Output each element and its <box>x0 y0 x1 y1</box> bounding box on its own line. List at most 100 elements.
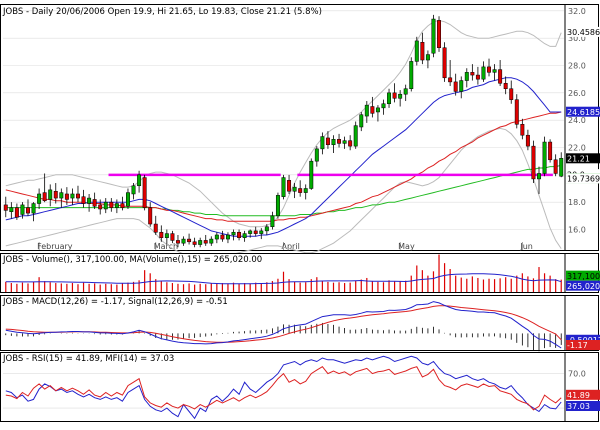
candle-up <box>354 126 357 147</box>
macd-title: JOBS - MACD(12,26) = -1.17, Signal(12,26… <box>2 297 228 307</box>
candle-up <box>226 235 229 239</box>
candle-up <box>332 139 335 144</box>
price-x-tick-label: February <box>37 242 73 251</box>
candle-down <box>348 141 351 146</box>
price-y-tick-label: 28.0 <box>568 62 586 71</box>
candle-down <box>521 124 524 135</box>
candle-up <box>293 187 296 191</box>
macd-right-label: -1.17 <box>567 341 588 350</box>
candle-up <box>165 234 168 238</box>
candle-down <box>510 89 513 100</box>
price-y-tick-label: 24.0 <box>568 116 586 125</box>
candle-down <box>515 100 518 125</box>
candle-up <box>465 72 468 80</box>
candle-down <box>287 180 290 191</box>
candle-up <box>304 189 307 193</box>
candle-up <box>215 235 218 239</box>
volume-title: JOBS - Volume(), 317,100.00, MA(Volume()… <box>2 255 262 265</box>
candle-up <box>32 204 35 214</box>
price-x-tick-label: Jun <box>519 242 533 251</box>
candle-up <box>282 178 285 197</box>
candle-down <box>548 142 551 160</box>
rsi-right-label: 37.03 <box>567 402 590 411</box>
candle-up <box>232 232 235 235</box>
candle-down <box>143 178 146 208</box>
price-panel: 16.018.020.022.024.026.028.030.032.0Febr… <box>1 4 600 260</box>
price-y-tick-label: 22.0 <box>568 144 586 153</box>
rsi-right-label: 41.89 <box>567 391 590 400</box>
candle-up <box>315 149 318 161</box>
price-right-label: 21.21 <box>567 154 590 163</box>
price-x-tick-label: May <box>398 242 415 251</box>
candle-down <box>65 194 68 199</box>
candle-down <box>498 70 501 84</box>
price-right-label: 19.7369 <box>567 175 600 184</box>
candle-down <box>221 235 224 239</box>
candle-up <box>37 194 40 204</box>
rsi-title: JOBS - RSI(15) = 41.89, MFI(14) = 37.03 <box>2 354 174 364</box>
candle-down <box>421 42 424 60</box>
candle-up <box>132 186 135 194</box>
candle-up <box>260 231 263 234</box>
candle-down <box>98 205 101 209</box>
candle-up <box>543 142 546 173</box>
candle-down <box>43 193 46 201</box>
candle-down <box>326 138 329 145</box>
candle-up <box>404 89 407 94</box>
candle-down <box>471 72 474 75</box>
price-right-label: 24.6185 <box>567 108 600 117</box>
candle-up <box>104 202 107 209</box>
price-title: JOBS - Daily 20/06/2006 Open 19.9, Hi 21… <box>2 7 322 17</box>
candle-down <box>15 208 18 218</box>
candle-down <box>76 194 79 198</box>
candle-down <box>187 239 190 242</box>
candle-up <box>343 141 346 144</box>
candle-up <box>87 198 90 203</box>
candle-up <box>415 41 418 62</box>
candle-up <box>560 158 563 176</box>
price-y-tick-label: 18.0 <box>568 198 586 207</box>
candle-down <box>554 160 557 174</box>
candle-down <box>54 191 57 198</box>
price-y-tick-label: 26.0 <box>568 89 586 98</box>
candle-up <box>276 195 279 216</box>
candle-up <box>271 216 274 227</box>
macd-panel: JOBS - MACD(12,26) = -1.17, Signal(12,26… <box>1 295 600 351</box>
candle-down <box>171 234 174 241</box>
candle-down <box>93 199 96 206</box>
candle-up <box>537 173 540 178</box>
candle-up <box>210 239 213 243</box>
candle-down <box>110 202 113 207</box>
candle-down <box>204 240 207 243</box>
candle-down <box>443 48 446 78</box>
candle-up <box>365 105 368 116</box>
candle-up <box>321 137 324 149</box>
candle-up <box>310 161 313 188</box>
candle-down <box>487 67 490 72</box>
candle-up <box>387 93 390 104</box>
price-right-label: 30.4586 <box>567 28 600 37</box>
candle-up <box>265 227 268 231</box>
candle-down <box>504 83 507 88</box>
candle-down <box>526 135 529 146</box>
candle-down <box>82 197 85 204</box>
candle-down <box>154 224 157 232</box>
candle-up <box>10 208 13 212</box>
volume-right-label: 265,020 <box>567 282 600 291</box>
candle-down <box>193 242 196 245</box>
candle-down <box>454 82 457 92</box>
price-y-tick-label: 32.0 <box>568 7 586 16</box>
rsi-y-tick-label: 70.0 <box>568 370 586 379</box>
candle-down <box>532 146 535 179</box>
price-x-tick-label: April <box>282 242 300 251</box>
volume-right-label: 317,100 <box>567 272 600 281</box>
candle-down <box>371 107 374 114</box>
candle-up <box>410 61 413 88</box>
candle-up <box>243 234 246 238</box>
candle-up <box>398 94 401 98</box>
candle-up <box>376 108 379 112</box>
candle-up <box>493 70 496 73</box>
candle-up <box>360 115 363 127</box>
